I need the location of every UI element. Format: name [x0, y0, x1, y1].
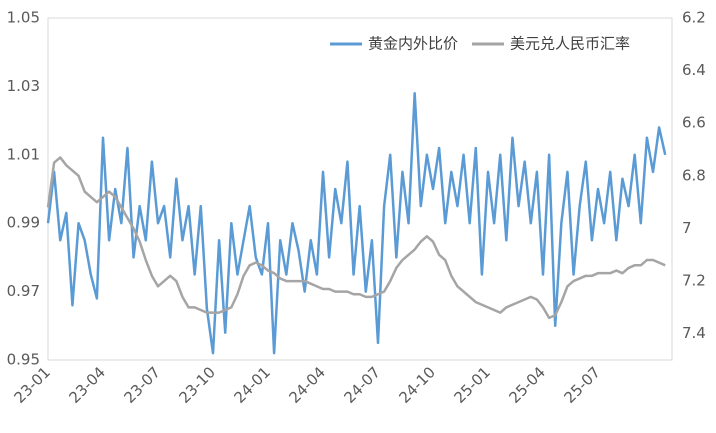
y2-tick-label: 7.2: [682, 272, 706, 290]
y-tick-label: 0.99: [7, 214, 40, 232]
x-tick-label: 25-04: [505, 363, 549, 407]
series-line: [46, 156, 666, 320]
y-tick-label: 0.97: [7, 282, 40, 300]
y-tick-label: 0.95: [7, 351, 40, 369]
y2-tick-label: 7: [682, 219, 692, 237]
y2-tick-label: 7.4: [682, 324, 706, 342]
y-tick-label: 1.01: [7, 145, 40, 163]
x-tick-label: 24-07: [340, 363, 384, 407]
x-tick-label: 23-04: [65, 363, 109, 407]
y2-tick-label: 6.8: [682, 166, 706, 184]
y2-tick-label: 6.2: [682, 9, 706, 27]
y2-tick-label: 6.6: [682, 114, 706, 132]
x-tick-label: 23-01: [10, 363, 54, 407]
x-tick-label: 24-01: [230, 363, 274, 407]
series-line: [46, 91, 667, 355]
x-tick-label: 24-04: [285, 363, 329, 407]
plot-area: [47, 17, 673, 361]
x-tick-label: 23-07: [120, 363, 164, 407]
legend-label: 黄金内外比价: [368, 35, 458, 53]
x-tick-label: 25-01: [450, 363, 494, 407]
y2-tick-label: 6.4: [682, 61, 706, 79]
y-tick-label: 1.05: [7, 9, 40, 27]
legend-label: 美元兑人民币汇率: [510, 35, 630, 53]
y-tick-label: 1.03: [7, 77, 40, 95]
x-tick-label: 24-10: [395, 363, 439, 407]
x-tick-label: 23-10: [175, 363, 219, 407]
x-tick-label: 25-07: [560, 363, 604, 407]
